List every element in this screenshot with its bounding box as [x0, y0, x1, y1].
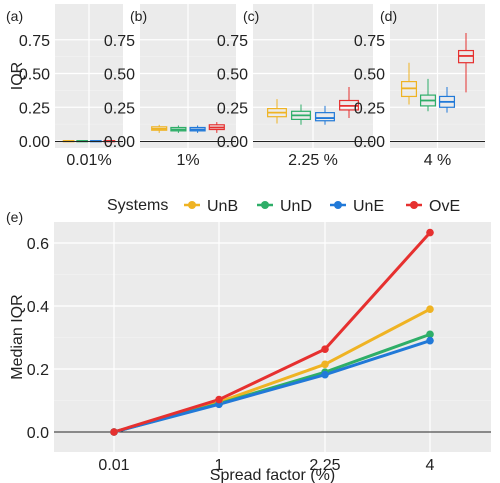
legend-key-point [334, 201, 342, 209]
panel-label: (a) [6, 8, 23, 24]
y-tick-label: 0.50 [104, 67, 135, 84]
legend-key-point [261, 201, 269, 209]
x-axis-label: 2.25 % [288, 152, 338, 169]
y-tick-label: 0.0 [27, 425, 49, 442]
y-tick-label: 0.6 [27, 236, 49, 253]
y-tick-label: 0.50 [217, 67, 248, 84]
y-tick-label: 0.25 [104, 100, 135, 117]
panel-label: (b) [130, 8, 147, 24]
data-point-UnE [426, 336, 434, 345]
series-line-UnE [113, 339, 431, 434]
y-axis-title: Median IQR [9, 294, 26, 379]
y-axis-title: IQR [9, 62, 26, 90]
y-tick-label: 0.25 [19, 100, 50, 117]
x-axis-label: 4 % [424, 152, 452, 169]
x-tick-label: 0.01 [98, 457, 129, 474]
y-tick-label: 0.75 [217, 33, 248, 50]
x-axis-label: 1% [176, 152, 199, 169]
legend-label-UnB: UnB [207, 198, 238, 215]
y-tick-label: 0.25 [217, 100, 248, 117]
data-point-UnE [321, 370, 329, 379]
x-tick-label: 1 [215, 457, 224, 474]
legend-label-OvE: OvE [429, 198, 460, 215]
panel-background [54, 222, 491, 452]
x-tick-label: 4 [426, 457, 435, 474]
data-point-OvE [215, 395, 223, 404]
y-tick-label: 0.50 [354, 67, 385, 84]
legend-title: Systems [107, 197, 168, 214]
data-point-UnB [321, 360, 329, 369]
y-tick-label: 0.00 [19, 134, 50, 151]
panel-label: (d) [380, 8, 397, 24]
y-tick-label: 0.00 [104, 134, 135, 151]
data-point-UnD [426, 330, 434, 339]
legend-label-UnD: UnD [280, 198, 312, 215]
series-line-OvE [113, 231, 432, 434]
y-tick-label: 0.75 [104, 33, 135, 50]
y-tick-label: 0.75 [354, 33, 385, 50]
data-point-OvE [110, 428, 118, 436]
y-tick-label: 0.00 [354, 134, 385, 151]
legend-key-point [188, 201, 196, 209]
y-tick-label: 0.50 [19, 67, 50, 84]
legend-label-UnE: UnE [353, 198, 384, 215]
x-tick-label: 2.25 [309, 457, 340, 474]
data-point-UnB [426, 305, 434, 313]
legend-key-point [410, 201, 418, 209]
y-tick-label: 0.2 [27, 362, 49, 379]
data-point-OvE [426, 228, 434, 237]
data-point-OvE [321, 345, 329, 353]
y-tick-label: 0.00 [217, 134, 248, 151]
box-UnE [315, 112, 335, 122]
y-tick-label: 0.75 [19, 33, 50, 50]
x-axis-title: Spread factor (%) [210, 467, 335, 483]
x-axis-label: 0.01% [66, 152, 111, 169]
y-tick-label: 0.4 [27, 299, 49, 316]
panel-label: (c) [243, 8, 259, 24]
panel-label: (e) [6, 209, 23, 225]
y-tick-label: 0.25 [354, 100, 385, 117]
